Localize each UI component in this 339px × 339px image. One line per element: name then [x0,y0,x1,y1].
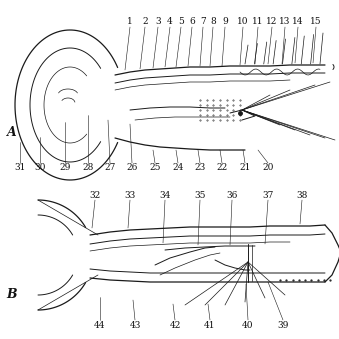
Text: 39: 39 [277,320,289,330]
Text: 26: 26 [126,163,138,173]
Text: 22: 22 [216,163,227,173]
Text: 21: 21 [239,163,251,173]
Text: 28: 28 [82,163,94,173]
Text: 44: 44 [94,320,106,330]
Text: 15: 15 [310,18,322,26]
Text: 34: 34 [159,191,171,199]
Text: 29: 29 [59,163,71,173]
Text: 23: 23 [194,163,206,173]
Text: 43: 43 [129,320,141,330]
Text: 13: 13 [279,18,291,26]
Text: 38: 38 [296,191,308,199]
Text: 25: 25 [149,163,161,173]
Text: 35: 35 [194,191,206,199]
Text: 6: 6 [189,18,195,26]
Text: 20: 20 [262,163,274,173]
Text: 12: 12 [266,18,278,26]
Text: 40: 40 [242,320,254,330]
Text: 42: 42 [169,320,181,330]
Text: 32: 32 [89,191,101,199]
Text: 41: 41 [204,320,216,330]
Text: 36: 36 [226,191,238,199]
Text: 2: 2 [142,18,148,26]
Text: 37: 37 [262,191,274,199]
Text: 11: 11 [252,18,264,26]
Text: 3: 3 [155,18,161,26]
Text: 33: 33 [124,191,136,199]
Text: 10: 10 [237,18,249,26]
Text: 4: 4 [167,18,173,26]
Text: 9: 9 [222,18,228,26]
Text: 8: 8 [210,18,216,26]
Text: 1: 1 [127,18,133,26]
Text: 31: 31 [14,163,26,173]
Text: B: B [7,288,17,301]
Text: A: A [7,126,17,140]
Text: 30: 30 [34,163,46,173]
Text: 5: 5 [178,18,184,26]
Text: 14: 14 [292,18,304,26]
Text: 27: 27 [104,163,116,173]
Text: 7: 7 [200,18,206,26]
Text: 24: 24 [172,163,184,173]
